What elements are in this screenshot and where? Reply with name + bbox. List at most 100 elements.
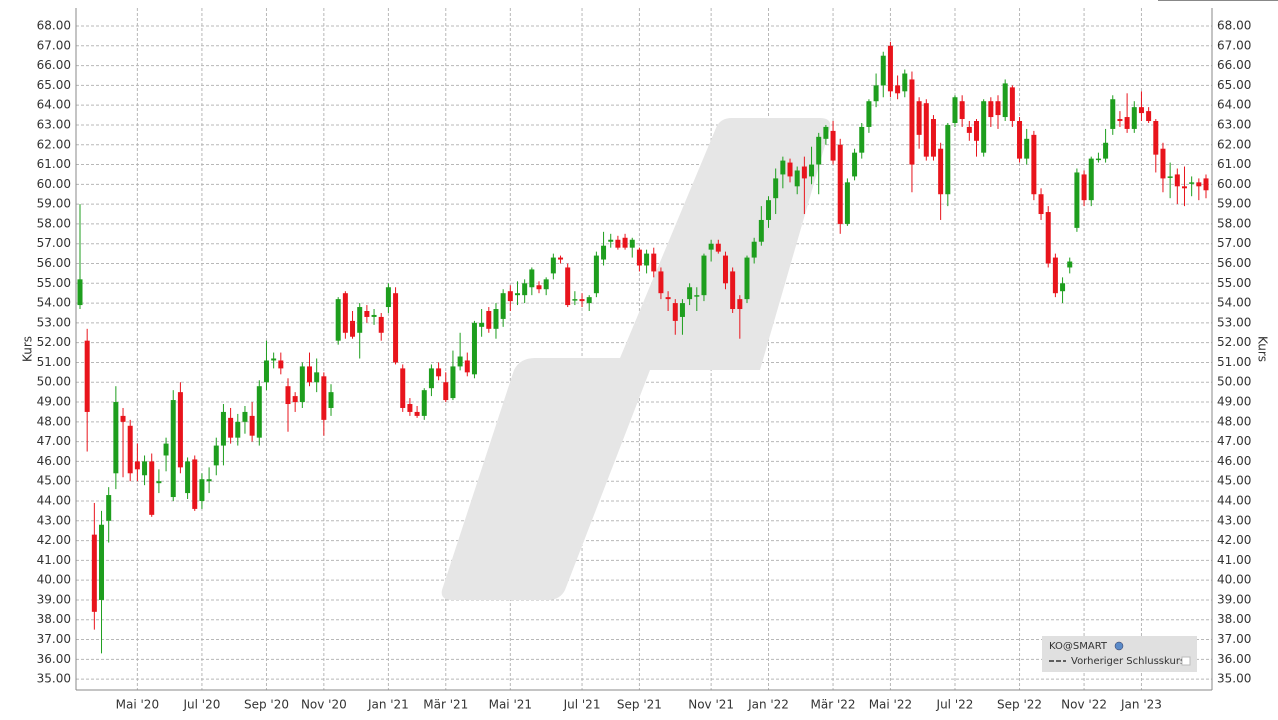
y-tick-label: 64.00 [37,98,71,112]
y-tick-label: 63.00 [37,117,71,131]
candle-body [715,243,721,252]
y-tick-label: 67.00 [37,38,71,52]
candle-body [909,79,915,165]
y2-axis-label: Kurs [1256,336,1270,362]
y-tick-label: 42.00 [37,533,71,547]
y2-tick-label: 54.00 [1217,296,1251,310]
y-tick-label: 41.00 [37,553,71,567]
candle-body [421,390,427,416]
candle-body [586,297,592,304]
y-tick-label: 46.00 [37,454,71,468]
candle-body [299,366,305,403]
x-tick-label: Sep '22 [997,698,1042,712]
y2-tick-label: 66.00 [1217,58,1251,72]
legend-checkbox[interactable] [1181,656,1191,666]
candle-body [192,459,198,509]
candle-body [1074,172,1080,228]
candle-body [787,162,793,177]
candle-body [1203,178,1209,191]
candle-body [457,356,463,367]
candle-body [945,124,951,195]
y2-tick-label: 38.00 [1217,612,1251,626]
candle-body [314,372,320,383]
candle-body [816,136,822,165]
x-tick-label: Jul '20 [182,698,220,712]
candle-body [328,392,334,408]
y2-tick-label: 41.00 [1217,553,1251,567]
candle-body [773,178,779,199]
y2-tick-label: 44.00 [1217,493,1251,507]
y2-tick-label: 59.00 [1217,197,1251,211]
candle-body [292,396,298,403]
candle-body [1017,121,1023,159]
candle-body [629,239,635,248]
y-axis-label: Kurs [21,336,35,362]
y-tick-label: 60.00 [37,177,71,191]
candle-body [722,255,728,284]
y-tick-label: 38.00 [37,612,71,626]
legend-entry: KO@SMART [1049,641,1108,652]
candle-body [199,479,205,501]
y2-tick-label: 64.00 [1217,98,1251,112]
y2-tick-label: 35.00 [1217,672,1251,686]
candle-body [651,253,657,272]
candle-body [507,291,513,302]
y-tick-label: 66.00 [37,58,71,72]
candle-body [672,303,678,321]
candle-body [400,368,406,408]
candle-body [522,283,528,296]
candle-body [1009,87,1015,122]
candle-body [106,495,112,521]
candle-body [514,293,520,296]
y2-tick-label: 37.00 [1217,632,1251,646]
y2-tick-label: 36.00 [1217,652,1251,666]
candle-body [149,461,155,515]
y2-tick-label: 49.00 [1217,395,1251,409]
y2-tick-label: 50.00 [1217,375,1251,389]
y-tick-label: 52.00 [37,335,71,349]
candle-body [837,144,843,224]
legend-entry: Vorheriger Schlusskurs [1071,656,1185,667]
y-tick-label: 40.00 [37,573,71,587]
candle-body [493,309,499,329]
candle-body [801,166,807,179]
watermark [441,118,831,600]
y2-tick-label: 43.00 [1217,513,1251,527]
candle-body [479,322,485,327]
y-tick-label: 54.00 [37,296,71,310]
candle-body [1088,158,1094,201]
candle-body [228,417,234,438]
candle-body [1024,138,1030,159]
candle-body [77,279,83,306]
y-tick-label: 36.00 [37,652,71,666]
y-tick-label: 56.00 [37,256,71,270]
x-tick-label: Jan '22 [747,698,789,712]
candle-body [902,73,908,92]
candle-body [866,101,872,127]
candle-body [350,320,356,337]
y2-tick-label: 62.00 [1217,137,1251,151]
y-tick-label: 47.00 [37,434,71,448]
candle-body [1110,99,1116,129]
candle-body [385,287,391,308]
candle-body [1146,111,1152,122]
candle-body [579,299,585,302]
candle-body [1131,107,1137,129]
candle-body [342,293,348,333]
candle-body [170,400,176,498]
candle-body [1138,107,1144,114]
candle-body [1167,176,1173,178]
candle-body [593,255,599,294]
candle-body [185,461,191,494]
candle-body [658,271,664,294]
y-tick-label: 68.00 [37,19,71,33]
y2-tick-label: 48.00 [1217,414,1251,428]
candle-body [988,101,994,118]
y2-tick-label: 42.00 [1217,533,1251,547]
candle-body [1117,119,1123,122]
x-tick-label: Sep '21 [617,698,662,712]
candle-body [450,366,456,399]
candle-body [471,322,477,375]
candle-body [543,279,549,290]
